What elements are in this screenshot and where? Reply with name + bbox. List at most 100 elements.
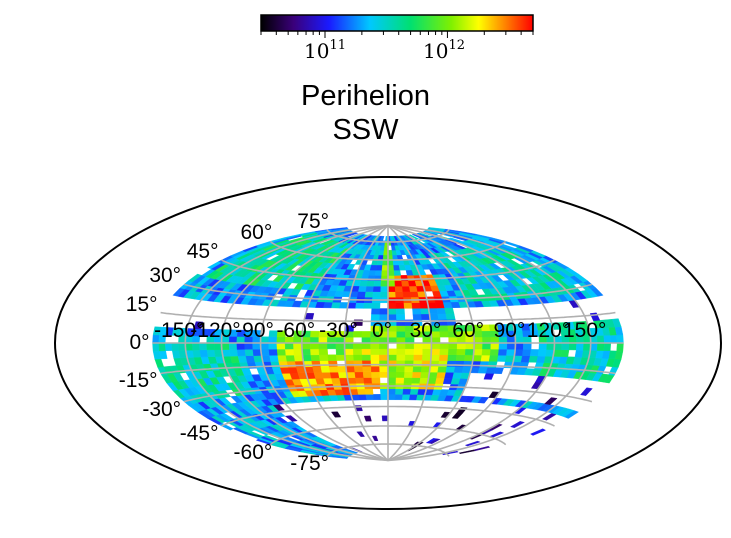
heatmap-cell [531,429,546,436]
heatmap-cell [388,378,396,384]
heatmap-cell [397,337,406,343]
heatmap-cell [345,355,354,361]
heatmap-cell [382,270,388,275]
heatmap-cell [530,349,539,356]
heatmap-cell [547,343,555,350]
heatmap-cell [336,343,345,349]
heatmap-cell [414,343,423,349]
heatmap-cell [331,378,340,384]
heatmap-cell [474,343,483,349]
heatmap-cell [388,292,396,298]
heatmap-cell [331,412,340,418]
heatmap-cell [497,355,506,361]
heatmap-cell [412,372,421,378]
heatmap-cell [345,349,354,355]
heatmap-cell [388,303,396,309]
heatmap-cell [423,343,432,349]
heatmap-cell [153,343,160,351]
longitude-label: 30° [410,319,442,343]
heatmap-cell [193,350,201,357]
heatmap-cell [481,355,490,361]
heatmap-cell [365,389,373,395]
heatmap-cell [363,366,372,372]
heatmap-cell [396,314,405,320]
heatmap-cell [293,343,302,349]
heatmap-cell [523,343,531,349]
heatmap-cell [370,265,377,270]
longitude-label: 0° [372,319,392,343]
heatmap-cell [356,303,365,309]
heatmap-cell [412,378,421,384]
heatmap-cell [522,349,531,356]
heatmap-cell [357,292,366,298]
heatmap-cell [396,366,405,372]
heatmap-cell [410,292,419,298]
heatmap-cell [310,343,319,349]
heatmap-cell [371,349,380,355]
heatmap-cell [402,286,410,292]
heatmap-cell [345,343,354,349]
heatmap-cell [394,270,401,275]
heatmap-cell [437,308,446,314]
heatmap-cell [373,286,381,292]
heatmap-cell [494,368,504,374]
heatmap-cell [397,349,406,355]
heatmap-cell [380,292,388,298]
heatmap-cell [382,265,388,270]
heatmap-cell [396,378,404,384]
heatmap-cell [397,326,406,332]
colorbar-tick-label-1e12: 1012 [423,38,465,63]
chart-title-line-1: Perihelion [0,80,731,113]
heatmap-cell [372,436,378,441]
colorbar-tick-label-1e11: 1011 [304,38,346,63]
heatmap-cell [437,372,446,378]
heatmap-cell [381,394,388,400]
heatmap-cell [576,343,584,350]
heatmap-cell [172,343,179,351]
heatmap-cell [388,281,395,286]
heatmap-cell [366,394,374,400]
heatmap-cell [319,349,328,355]
heatmap-cell [454,367,463,373]
latitude-label: -60° [234,441,273,465]
heatmap-cell [431,355,440,361]
heatmap-cell [314,372,324,378]
heatmap-cell [388,372,396,378]
latitude-label: 0° [129,331,149,355]
heatmap-cell [328,355,337,361]
heatmap-cell [381,286,388,292]
heatmap-cell [515,343,523,349]
heatmap-cell [379,250,384,255]
heatmap-cell [474,349,483,355]
heatmap-cell [302,343,311,349]
heatmap-cell [405,366,414,372]
heatmap-cell [302,349,311,355]
heatmap-cell [405,349,414,355]
heatmap-cell [474,446,490,451]
heatmap-cell [440,349,449,355]
heatmap-cell [499,343,507,349]
heatmap-cell [229,343,237,350]
heatmap-cell [423,349,432,355]
heatmap-cell [270,355,279,361]
heatmap-cell [363,372,372,378]
heatmap-cell [207,350,215,357]
heatmap-cell [327,343,336,349]
heatmap-cell [277,343,286,349]
heatmap-cell [331,302,340,308]
latitude-label: 60° [241,221,273,245]
heatmap-cell [431,343,440,349]
heatmap-cell [449,343,458,349]
heatmap-cell [575,350,583,357]
heatmap-cell [371,372,380,378]
heatmap-cell [323,302,332,308]
heatmap-cell [376,265,382,270]
latitude-label: -45° [180,422,219,446]
heatmap-cell [412,303,421,309]
heatmap-cell [321,367,330,373]
heatmap-cell [360,281,368,287]
heatmap-cell [448,355,457,361]
heatmap-cell [380,366,389,372]
heatmap-cell [404,372,413,378]
heatmap-cell [491,343,500,349]
